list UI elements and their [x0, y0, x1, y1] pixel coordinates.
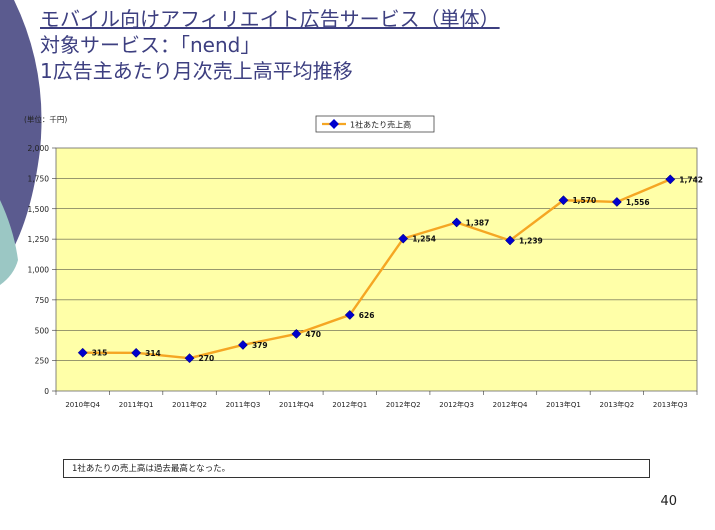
- x-tick-label: 2012年Q2: [386, 400, 421, 409]
- series-line: [82, 178, 671, 360]
- title-line-3: 1広告主あたり月次売上高平均推移: [40, 59, 353, 83]
- title-line-1: モバイル向けアフィリエイト広告サービス（単体）: [40, 7, 500, 31]
- series-sales-per-advertiser: 315 314 270 379 470 626 1,254 1,387 1,239 1,570 1,…: [77, 174, 703, 364]
- x-tick-label: 2012年Q4: [493, 400, 528, 409]
- data-label: 379: [252, 341, 268, 350]
- x-axis: 2010年Q4 2011年Q1 2011年Q2 2011年Q3 2011年Q4 2012年…: [55, 391, 698, 409]
- data-label: 1,254: [412, 235, 436, 244]
- data-point-marker: [344, 309, 355, 320]
- data-label: 1,239: [519, 236, 543, 245]
- slide-title: モバイル向けアフィリエイト広告サービス（単体） 対象サービス：「nend」 1広…: [40, 6, 500, 84]
- x-tick-label: 2011年Q3: [226, 400, 261, 409]
- data-label: 315: [92, 349, 108, 358]
- line-chart: (単位：千円) 1社あたり売上高 0 250 500 750 1,000 1,250 1,5…: [24, 114, 703, 409]
- x-tick-label: 2013年Q3: [653, 400, 688, 409]
- y-tick-label: 0: [44, 387, 49, 396]
- x-tick-label: 2011年Q4: [279, 400, 314, 409]
- x-tick-label: 2011年Q2: [172, 400, 207, 409]
- y-tick-label: 250: [35, 357, 50, 366]
- y-tick-label: 1,000: [28, 266, 50, 275]
- legend-label: 1社あたり売上高: [350, 120, 411, 130]
- y-tick-label: 1,500: [28, 205, 50, 214]
- y-tick-label: 500: [35, 326, 50, 335]
- data-label: 270: [199, 354, 215, 363]
- x-tick-label: 2012年Q3: [439, 400, 474, 409]
- x-tick-label: 2010年Q4: [65, 400, 100, 409]
- data-label: 470: [305, 330, 321, 339]
- data-point-marker: [611, 196, 622, 207]
- data-label: 1,742: [679, 175, 703, 184]
- y-tick-label: 1,750: [28, 174, 50, 183]
- data-point-marker: [184, 353, 195, 364]
- data-label: 314: [145, 349, 161, 358]
- x-tick-label: 2011年Q1: [119, 400, 154, 409]
- data-point-marker: [131, 347, 142, 358]
- data-point-marker: [558, 195, 569, 206]
- legend-box: [315, 115, 435, 133]
- note-box: 1社あたりの売上高は過去最高となった。: [63, 459, 650, 478]
- x-tick-label: 2013年Q1: [546, 400, 581, 409]
- data-label: 1,570: [572, 196, 596, 205]
- data-label: 1,387: [466, 218, 490, 227]
- data-point-marker: [451, 217, 462, 228]
- data-point-marker: [505, 235, 515, 246]
- page-number: 40: [660, 494, 677, 509]
- gridlines: [56, 178, 697, 361]
- data-point-marker: [665, 174, 676, 185]
- slide-decoration: [0, 0, 42, 285]
- unit-label: (単位：千円): [24, 114, 67, 124]
- x-tick-label: 2013年Q2: [599, 400, 634, 409]
- y-tick-label: 750: [35, 296, 50, 305]
- y-axis: 0 250 500 750 1,000 1,250 1,500 1,750 2,000: [28, 144, 56, 396]
- data-point-marker: [77, 347, 88, 358]
- data-label: 1,556: [626, 198, 650, 207]
- data-label: 626: [359, 311, 375, 320]
- chart-legend: 1社あたり売上高: [315, 115, 435, 133]
- data-point-marker: [238, 339, 248, 350]
- x-tick-label: 2012年Q1: [332, 400, 367, 409]
- y-tick-label: 2,000: [28, 144, 50, 153]
- data-point-marker: [291, 328, 302, 339]
- data-point-marker: [398, 233, 409, 244]
- title-line-2: 対象サービス：「nend」: [40, 33, 261, 57]
- y-tick-label: 1,250: [28, 235, 50, 244]
